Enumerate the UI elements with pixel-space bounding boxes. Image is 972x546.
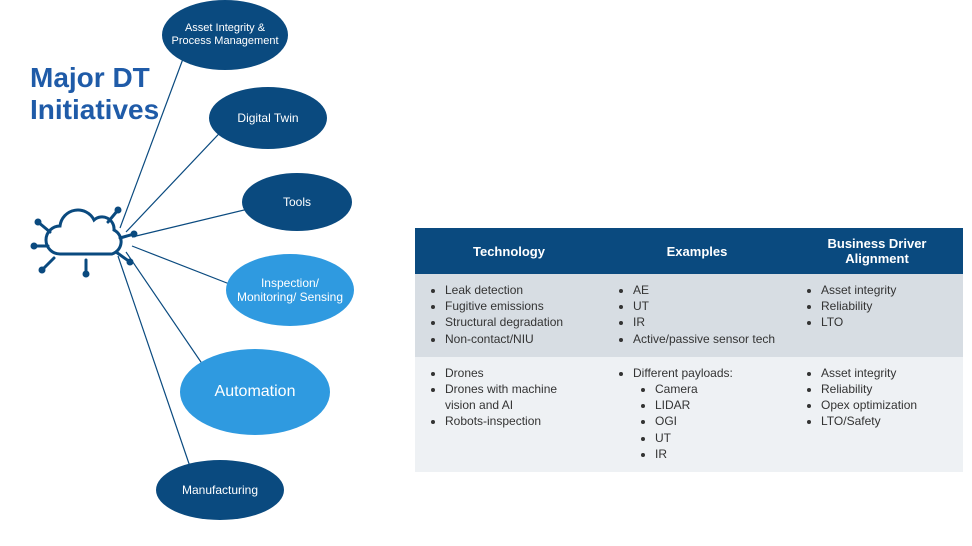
list-item: Structural degradation <box>445 314 591 330</box>
table-cell: Asset integrityReliabilityLTO <box>791 274 963 357</box>
table-cell: AEUTIRActive/passive sensor tech <box>603 274 791 357</box>
list-item: Drones with machine vision and AI <box>445 381 591 413</box>
table-header-cell: Technology <box>415 228 603 274</box>
list-item: Opex optimization <box>821 397 951 413</box>
title-line2: Initiatives <box>30 94 159 125</box>
list-item: IR <box>633 314 779 330</box>
table-row: Leak detectionFugitive emissionsStructur… <box>415 274 963 357</box>
table-header-cell: Examples <box>603 228 791 274</box>
node-tools: Tools <box>242 173 352 231</box>
node-manufacturing: Manufacturing <box>156 460 284 520</box>
node-automation: Automation <box>180 349 330 435</box>
node-label: Digital Twin <box>237 111 298 125</box>
table-cell: Asset integrityReliabilityOpex optimizat… <box>791 357 963 472</box>
node-inspection: Inspection/ Monitoring/ Sensing <box>226 254 354 326</box>
table-cell: DronesDrones with machine vision and AIR… <box>415 357 603 472</box>
node-label: Tools <box>283 195 311 209</box>
node-label: Automation <box>215 382 296 401</box>
title-line1: Major DT <box>30 62 150 93</box>
list-item: Non-contact/NIU <box>445 331 591 347</box>
list-item: Asset integrity <box>821 365 951 381</box>
node-label: Asset Integrity & Process Management <box>170 22 280 48</box>
list-item: UT <box>655 430 779 446</box>
list-item: IR <box>655 446 779 462</box>
node-label: Inspection/ Monitoring/ Sensing <box>234 276 346 305</box>
list-item: OGI <box>655 413 779 429</box>
cloud-hub-icon <box>30 202 140 285</box>
list-item: LIDAR <box>655 397 779 413</box>
list-item: Leak detection <box>445 282 591 298</box>
list-item: Robots-inspection <box>445 413 591 429</box>
table-cell: Leak detectionFugitive emissionsStructur… <box>415 274 603 357</box>
list-item: LTO/Safety <box>821 413 951 429</box>
list-item: Drones <box>445 365 591 381</box>
list-item: Camera <box>655 381 779 397</box>
list-item: Asset integrity <box>821 282 951 298</box>
list-item: Reliability <box>821 298 951 314</box>
list-item: Different payloads:CameraLIDAROGIUTIR <box>633 365 779 462</box>
list-item: Fugitive emissions <box>445 298 591 314</box>
node-digital-twin: Digital Twin <box>209 87 327 149</box>
list-item: AE <box>633 282 779 298</box>
details-table: TechnologyExamplesBusiness Driver Alignm… <box>415 228 963 472</box>
table-header-cell: Business Driver Alignment <box>791 228 963 274</box>
list-item: Active/passive sensor tech <box>633 331 779 347</box>
table-cell: Different payloads:CameraLIDAROGIUTIR <box>603 357 791 472</box>
node-label: Manufacturing <box>182 483 258 497</box>
table-header-row: TechnologyExamplesBusiness Driver Alignm… <box>415 228 963 274</box>
page-title: Major DT Initiatives <box>30 62 159 126</box>
list-item: Reliability <box>821 381 951 397</box>
node-asset-integrity: Asset Integrity & Process Management <box>162 0 288 70</box>
list-item: LTO <box>821 314 951 330</box>
list-item: UT <box>633 298 779 314</box>
table-row: DronesDrones with machine vision and AIR… <box>415 357 963 472</box>
